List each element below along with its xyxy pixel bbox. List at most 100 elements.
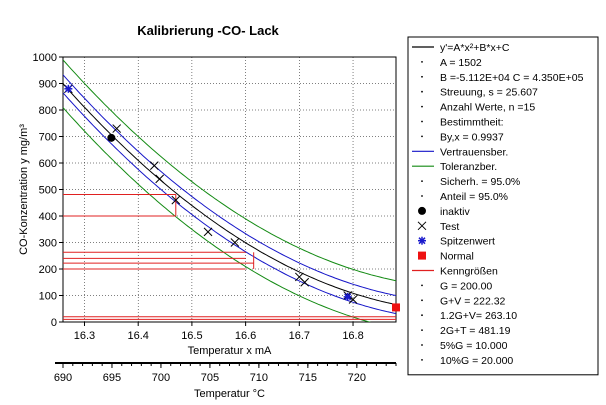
marker-stroke (230, 238, 240, 247)
marker-stroke (300, 277, 310, 287)
legend-marker-symbol (421, 284, 423, 287)
y-tick-label: 700 (39, 132, 57, 144)
temperature-tick-label: 695 (103, 372, 121, 384)
tolerance-upper-curve (63, 59, 396, 282)
legend-marker-symbol (421, 195, 423, 197)
test-point (171, 195, 181, 205)
legend-marker-symbol (421, 299, 423, 302)
marker-stroke (344, 293, 352, 301)
temperature-tick-label: 690 (54, 372, 72, 384)
legend-entry: B =-5.112E+04 C = 4.350E+05 (440, 72, 584, 84)
y-tick-label: 1000 (33, 52, 57, 64)
legend-entry: 10%G = 20.000 (440, 355, 513, 367)
legend-entry: A = 1502 (440, 57, 482, 69)
legend-marker-symbol (421, 344, 423, 346)
legend-entry: Anzahl Werte, n =15 (440, 102, 535, 114)
legend-entry: Test (440, 221, 459, 233)
marker-stroke (203, 227, 213, 237)
legend-entry: G = 200.00 (440, 280, 492, 292)
y-tick-label: 300 (39, 238, 57, 250)
temperature-tick-label: 705 (201, 372, 219, 384)
legend-entry: inaktiv (440, 206, 471, 218)
legend-entry: G+V = 222.32 (440, 295, 506, 307)
inaktiv-point (107, 133, 116, 142)
legend-marker-symbol (417, 221, 427, 231)
marker-stroke (418, 237, 426, 245)
test-point (112, 124, 122, 133)
normal-point (392, 303, 400, 312)
y-tick-label: 400 (39, 211, 57, 223)
x-tick-label: 16.7 (289, 330, 310, 342)
legend-entry: Spitzenwert (440, 236, 495, 248)
x-tick-label: 16.5 (181, 330, 202, 342)
legend-marker-symbol (421, 90, 423, 93)
legend-marker-symbol (421, 135, 423, 138)
tolerance-lower-curve (63, 107, 372, 322)
spitzenwert-point (343, 292, 352, 301)
plot-content (63, 59, 396, 322)
confidence-lower-curve (63, 92, 396, 315)
legend-entry: By,x = 0.9937 (440, 131, 504, 143)
legend-marker-symbol (421, 105, 423, 108)
legend-marker-symbol (421, 75, 423, 78)
regression-curve (63, 83, 396, 305)
y-tick-label: 500 (39, 185, 57, 197)
y-tick-label: 900 (39, 79, 57, 91)
x-tick-label: 16.3 (74, 330, 95, 342)
legend-marker-symbol (418, 206, 426, 215)
x-axis-label: Temperatur x mA (188, 345, 272, 357)
y-tick-label: 0 (51, 317, 57, 329)
y-tick-label: 800 (39, 105, 57, 117)
legend-entry: 5%G = 10.000 (440, 340, 508, 352)
legend-entry: Kenngrößen (440, 266, 498, 278)
temperature-tick-label: 715 (299, 372, 317, 384)
confidence-upper-curve (63, 74, 396, 296)
legend-entry: Sicherh. = 95.0% (440, 176, 520, 188)
legend-entry: Streuung, s = 25.607 (440, 87, 538, 99)
legend-marker-symbol (421, 180, 423, 183)
marker-stroke (155, 174, 165, 184)
legend: y'=A*x²+B*x+C A = 1502 B =-5.112E+04 C = 4… (407, 36, 599, 376)
legend-marker-symbol (421, 314, 423, 317)
plot-frame (62, 56, 397, 323)
marker-stroke (64, 85, 72, 93)
legend-marker-symbol (418, 251, 426, 260)
legend-entry: Bestimmtheit: (440, 117, 504, 129)
x-tick-label: 16.8 (342, 330, 363, 342)
marker-stroke (417, 221, 427, 231)
marker-stroke (171, 195, 181, 205)
chart-title: Kalibrierung -CO- Lack (137, 23, 279, 38)
test-point (149, 161, 159, 171)
legend-entry: 1.2G+V= 263.10 (440, 310, 517, 322)
marker-stroke (149, 161, 159, 171)
test-point (230, 238, 240, 247)
legend-entry: Anteil = 95.0% (440, 191, 508, 203)
y-tick-label: 200 (39, 264, 57, 276)
marker-stroke (348, 295, 358, 304)
x-tick-label: 16.6 (235, 330, 256, 342)
marker-stroke (112, 124, 122, 133)
temperature-tick-label: 720 (348, 372, 366, 384)
legend-entry: 2G+T = 481.19 (440, 325, 511, 337)
legend-marker-symbol (421, 359, 423, 361)
plot-area: 0 100 200 300 400 500 600 700 800 900 1000 16.3 16.4… (18, 52, 400, 400)
spitzenwert-point (64, 84, 73, 93)
legend-marker-symbol (421, 329, 423, 331)
marker-stroke (294, 272, 304, 282)
temperature-tick-label: 710 (250, 372, 268, 384)
temperature-axis-label: Temperatur °C (194, 388, 265, 400)
test-point (300, 277, 310, 287)
legend-entry: Vertrauensber. (440, 146, 508, 158)
legend-marker-symbol (421, 61, 423, 63)
temperature-tick-label: 700 (152, 372, 170, 384)
legend-marker-symbol (421, 120, 423, 123)
legend-entry: y'=A*x²+B*x+C (440, 42, 510, 54)
test-point (203, 227, 213, 237)
legend-box (407, 36, 599, 376)
x-tick-label: 16.4 (127, 330, 148, 342)
legend-marker-symbol (418, 236, 426, 245)
test-point (155, 174, 165, 184)
y-tick-label: 600 (39, 158, 57, 170)
